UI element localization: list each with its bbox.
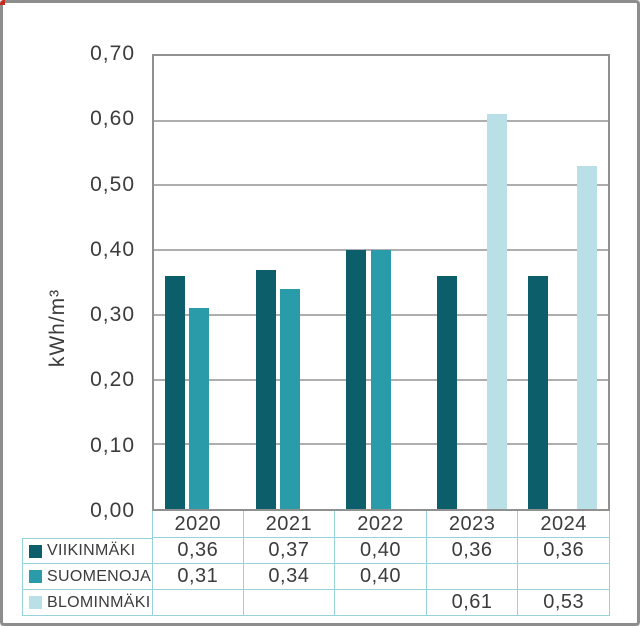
value-suomenoja-2023 bbox=[426, 564, 519, 590]
bar-suomenoja-2021 bbox=[280, 288, 301, 509]
bar-blominm-ki-2023 bbox=[486, 114, 507, 509]
gridline bbox=[154, 249, 608, 252]
legend-cell-viikinm-ki: VIIKINMÄKI bbox=[22, 538, 152, 564]
year-header-2021: 2021 bbox=[243, 511, 336, 538]
value-viikinm-ki-2024: 0,36 bbox=[518, 538, 610, 564]
legend-cell-blominm-ki: BLOMINMÄKI bbox=[22, 590, 152, 616]
y-tick-label: 0,20 bbox=[90, 368, 135, 392]
year-header-2023: 2023 bbox=[426, 511, 519, 538]
y-tick-label: 0,00 bbox=[90, 499, 135, 522]
y-tick-label: 0,70 bbox=[90, 42, 135, 65]
value-blominm-ki-2021 bbox=[243, 590, 336, 616]
gridline bbox=[154, 119, 608, 122]
value-suomenoja-2024 bbox=[518, 564, 610, 590]
value-blominm-ki-2022 bbox=[335, 590, 427, 616]
value-suomenoja-2022: 0,40 bbox=[335, 564, 427, 590]
data-table: 2020 2021 2022 2023 2024 VIIKINMÄKI 0,36 0,37 0,… bbox=[22, 511, 610, 616]
value-blominm-ki-2024: 0,53 bbox=[518, 590, 610, 616]
y-tick-label: 0,50 bbox=[90, 172, 135, 196]
y-tick-label: 0,30 bbox=[90, 303, 135, 327]
legend-label-suomenoja: SUOMENOJA bbox=[47, 567, 152, 585]
legend-swatch-blominm-ki bbox=[29, 596, 42, 609]
gridline bbox=[154, 184, 608, 187]
y-tick-label: 0,40 bbox=[90, 237, 135, 261]
legend-swatch-suomenoja bbox=[29, 570, 42, 583]
bar-suomenoja-2020 bbox=[189, 308, 210, 509]
plot-area bbox=[152, 54, 610, 511]
y-tick-label: 0,60 bbox=[90, 107, 135, 131]
bar-suomenoja-2022 bbox=[371, 250, 391, 509]
value-viikinm-ki-2020: 0,36 bbox=[152, 538, 244, 564]
bar-viikinm-ki-2022 bbox=[346, 250, 367, 509]
table-corner-cell bbox=[22, 511, 152, 538]
legend-label-viikinm-ki: VIIKINMÄKI bbox=[47, 542, 136, 559]
year-header-2022: 2022 bbox=[335, 511, 427, 538]
year-header-2020: 2020 bbox=[152, 511, 244, 538]
value-suomenoja-2020: 0,31 bbox=[152, 564, 244, 590]
recording-dot bbox=[0, 0, 5, 5]
legend-label-blominm-ki: BLOMINMÄKI bbox=[47, 593, 151, 611]
value-viikinm-ki-2021: 0,37 bbox=[243, 538, 336, 564]
value-blominm-ki-2023: 0,61 bbox=[426, 590, 519, 616]
legend-cell-suomenoja: SUOMENOJA bbox=[22, 564, 152, 590]
bar-viikinm-ki-2020 bbox=[164, 276, 185, 509]
value-viikinm-ki-2022: 0,40 bbox=[335, 538, 427, 564]
bar-blominm-ki-2024 bbox=[577, 166, 598, 509]
y-tick-label: 0,10 bbox=[90, 433, 135, 457]
bar-viikinm-ki-2024 bbox=[527, 276, 548, 509]
bar-viikinm-ki-2023 bbox=[437, 276, 458, 509]
value-suomenoja-2021: 0,34 bbox=[243, 564, 336, 590]
y-axis-title: kWh/m³ bbox=[46, 288, 69, 368]
value-viikinm-ki-2023: 0,36 bbox=[426, 538, 519, 564]
bar-viikinm-ki-2021 bbox=[255, 269, 276, 509]
value-blominm-ki-2020 bbox=[152, 590, 244, 616]
year-header-2024: 2024 bbox=[518, 511, 610, 538]
legend-swatch-viikinm-ki bbox=[29, 544, 42, 558]
